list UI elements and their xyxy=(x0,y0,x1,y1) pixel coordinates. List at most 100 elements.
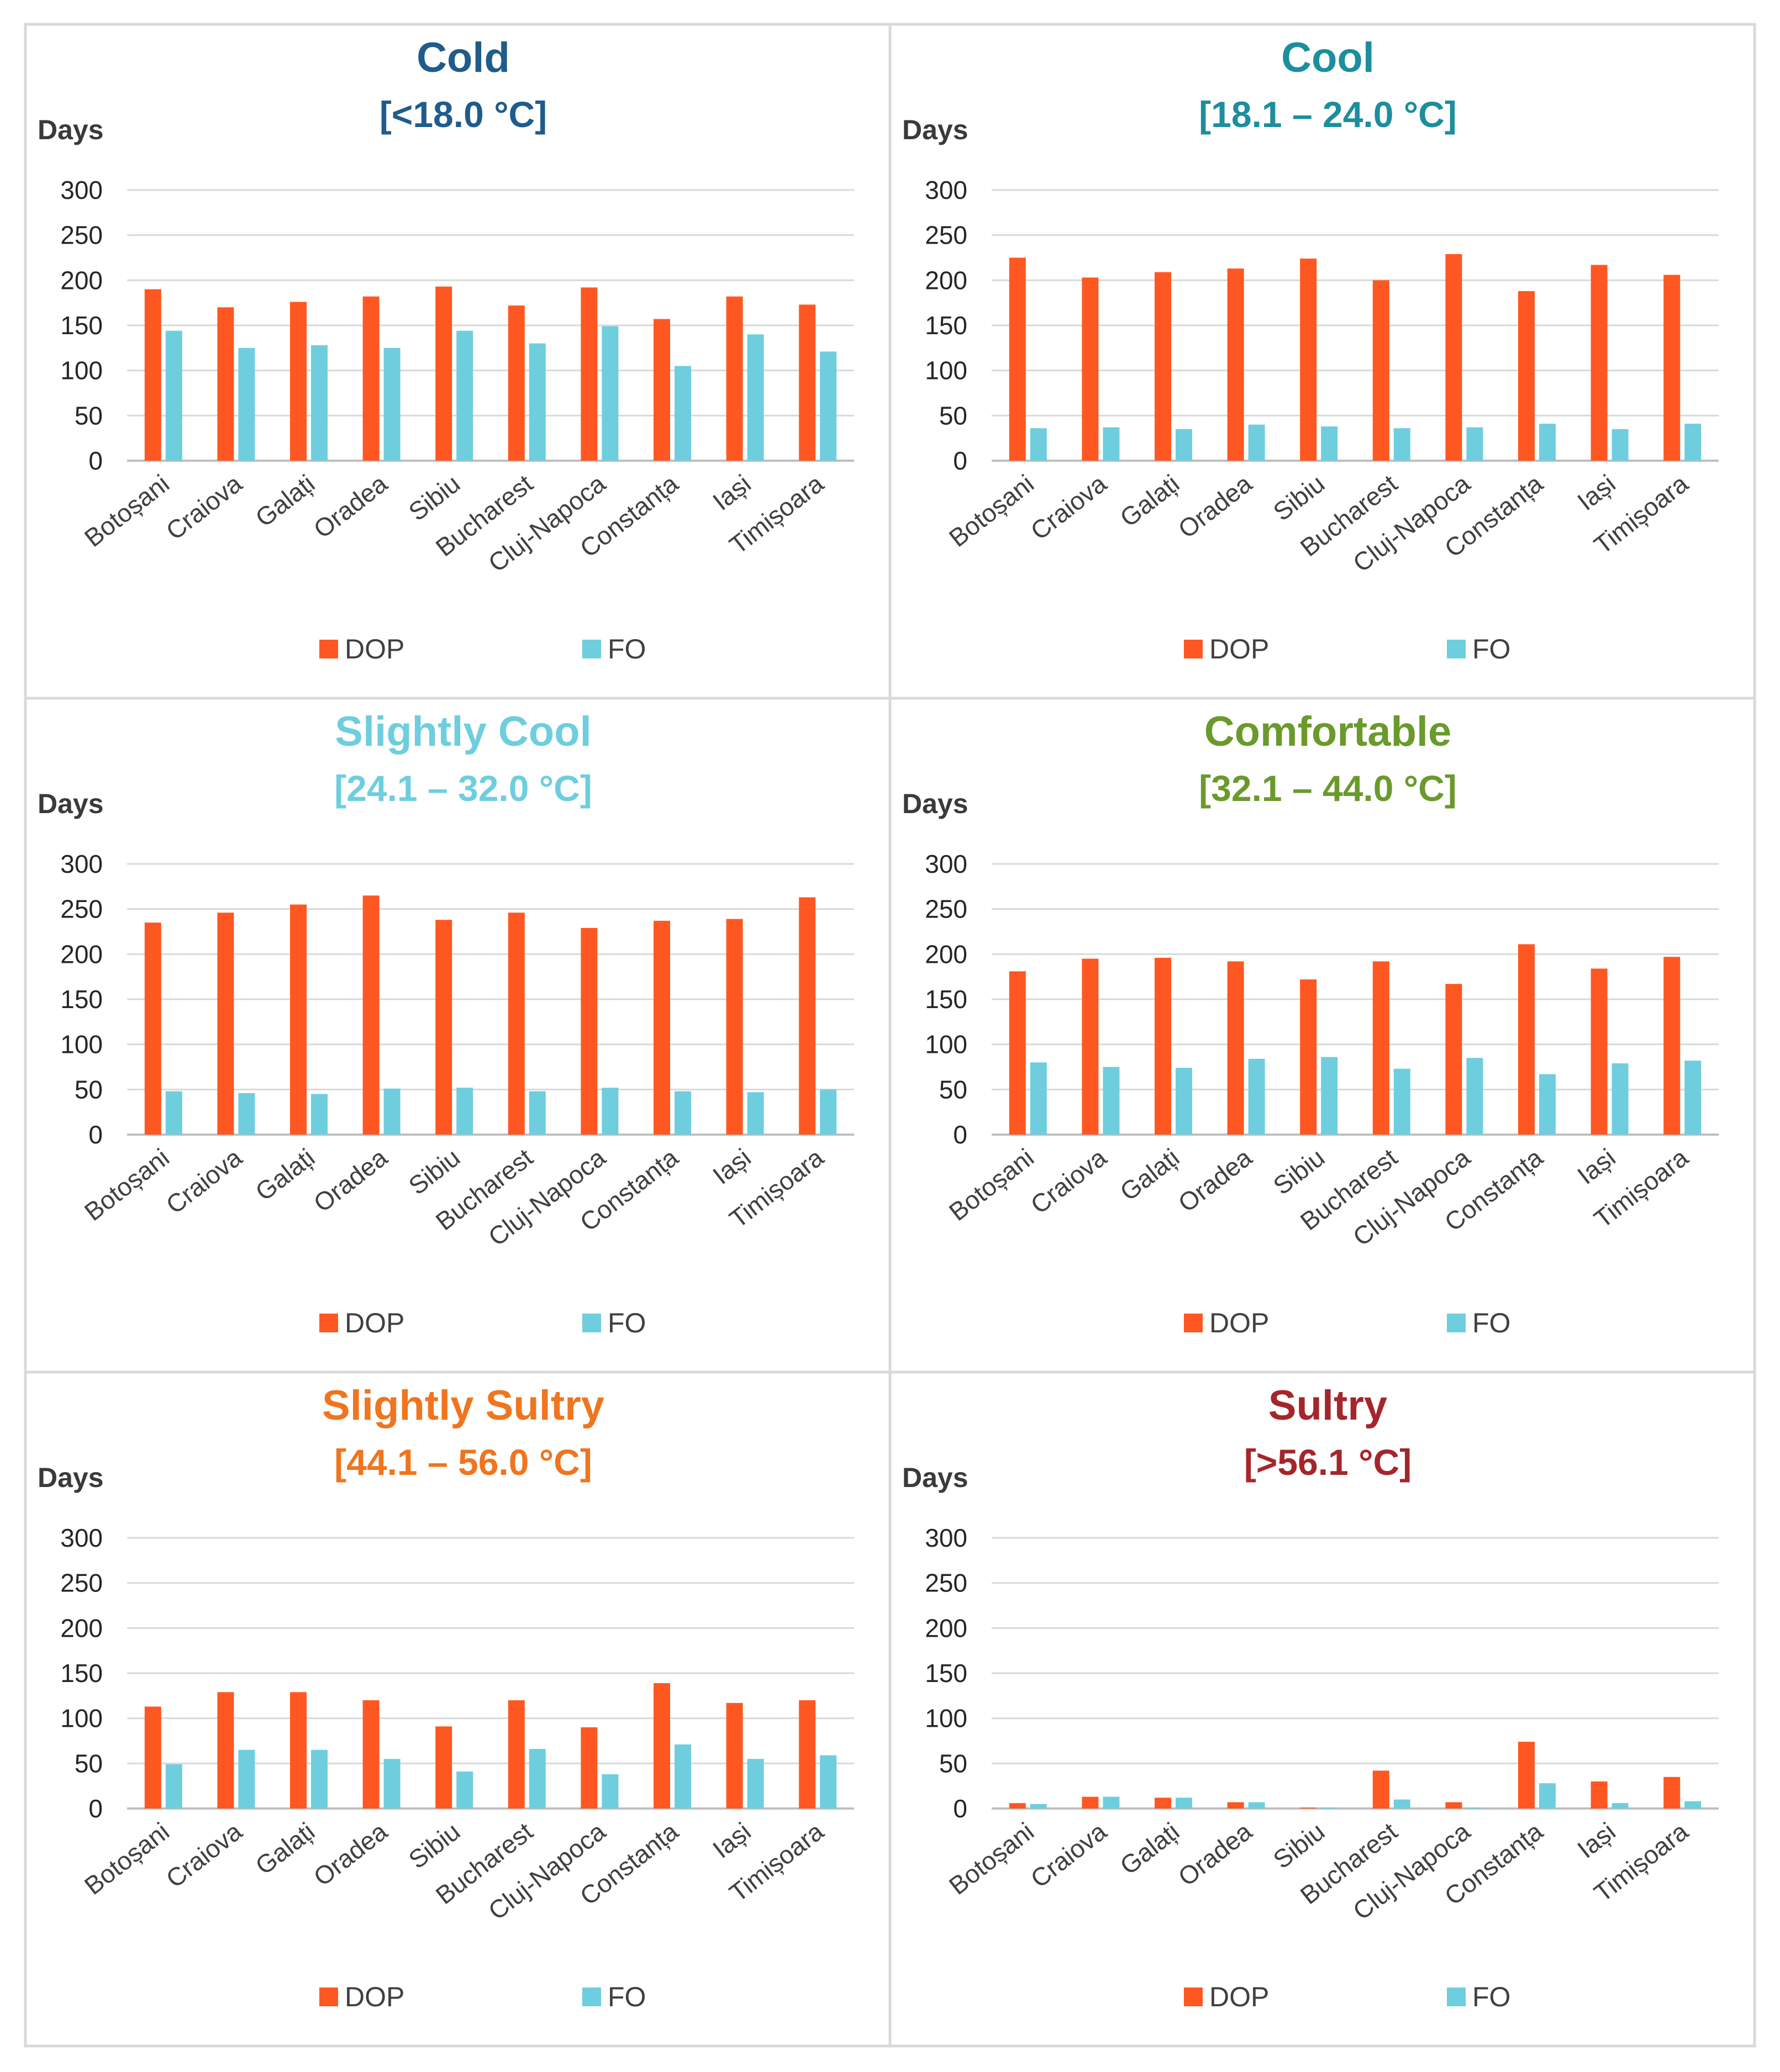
x-tick-label: Craiova xyxy=(161,1143,247,1220)
bar-dop xyxy=(290,1692,307,1809)
bar-dop xyxy=(654,920,670,1135)
y-tick-label: 0 xyxy=(88,1120,103,1149)
bar-dop xyxy=(799,1700,816,1809)
legend-label: DOP xyxy=(1209,634,1269,665)
y-tick-label: 100 xyxy=(925,1704,967,1733)
bar-fo xyxy=(1684,1801,1702,1809)
legend-label: FO xyxy=(608,634,646,665)
y-tick-label: 100 xyxy=(925,356,967,385)
bar-fo xyxy=(747,334,764,461)
bar-dop xyxy=(1300,1807,1317,1809)
x-tick-label: Sibiu xyxy=(403,469,466,526)
bar-fo xyxy=(456,1088,473,1135)
y-tick-label: 50 xyxy=(939,401,967,430)
bar-dop xyxy=(581,927,598,1135)
bar-dop xyxy=(508,305,525,461)
x-tick-label: Sibiu xyxy=(1268,1143,1330,1200)
bar-fo xyxy=(1612,1803,1629,1809)
y-tick-label: 50 xyxy=(939,1749,967,1778)
bar-dop xyxy=(362,296,380,461)
bar-fo xyxy=(1030,428,1047,461)
legend-label: FO xyxy=(1472,1307,1510,1338)
y-tick-label: 150 xyxy=(60,311,103,340)
y-tick-label: 250 xyxy=(925,221,967,250)
legend-label: FO xyxy=(608,1981,646,2012)
bar-fo xyxy=(820,1089,837,1135)
bar-fo xyxy=(383,347,401,461)
legend-label: DOP xyxy=(1209,1981,1269,2012)
bar-dop xyxy=(435,286,452,461)
bar-fo xyxy=(747,1759,764,1809)
bar-dop xyxy=(1518,944,1535,1135)
bar-fo xyxy=(820,351,837,461)
x-tick-label: Sibiu xyxy=(403,1143,466,1200)
bar-fo xyxy=(1248,424,1265,461)
chart-title: Slightly Cool xyxy=(335,708,591,755)
bar-dop xyxy=(1227,268,1244,461)
y-tick-label: 200 xyxy=(925,940,967,968)
x-tick-label: Botoșani xyxy=(944,1817,1039,1900)
y-tick-label: 0 xyxy=(953,446,967,475)
y-tick-label: 150 xyxy=(60,985,103,1014)
y-tick-label: 150 xyxy=(60,1659,103,1688)
bar-dop xyxy=(508,1700,525,1809)
bar-fo xyxy=(1684,424,1702,461)
y-tick-label: 0 xyxy=(953,1120,967,1149)
legend-swatch-fo xyxy=(582,640,601,658)
y-tick-label: 300 xyxy=(60,850,103,878)
bar-dop xyxy=(1155,957,1171,1135)
bar-dop xyxy=(144,922,161,1135)
chart-subtitle: [44.1 – 56.0 °C] xyxy=(334,1442,592,1483)
bar-fo xyxy=(165,330,182,461)
y-tick-label: 200 xyxy=(925,266,967,294)
panel-border xyxy=(888,1370,1756,2048)
bar-dop xyxy=(290,904,307,1135)
y-axis-label: Days xyxy=(902,788,968,819)
x-tick-label: Sibiu xyxy=(1268,1817,1330,1874)
y-tick-label: 50 xyxy=(939,1075,967,1104)
subtitle-unit: °C] xyxy=(1358,1442,1412,1483)
subtitle-range: [44.1 – 56.0 xyxy=(334,1442,539,1483)
bar-dop xyxy=(1009,1803,1026,1809)
bar-fo xyxy=(747,1092,764,1135)
bar-dop xyxy=(1372,280,1389,461)
bar-fo xyxy=(1684,1061,1702,1135)
y-tick-label: 250 xyxy=(60,1569,103,1598)
y-tick-label: 100 xyxy=(60,1030,103,1059)
bar-fo xyxy=(165,1091,182,1135)
chart-panel: Cold [<18.0 °C] Days 300 250 200 150 100 50 0Boto… xyxy=(24,23,892,700)
bar-dop xyxy=(1591,968,1608,1135)
bar-fo xyxy=(602,1088,619,1135)
subtitle-unit: °C] xyxy=(1404,768,1457,809)
legend-label: FO xyxy=(608,1307,646,1338)
bar-dop xyxy=(217,913,234,1135)
bar-fo xyxy=(529,1749,546,1809)
y-tick-label: 200 xyxy=(60,1614,103,1642)
y-tick-label: 100 xyxy=(925,1030,967,1059)
y-axis-label: Days xyxy=(38,1462,104,1493)
chart-panel: Cool [18.1 – 24.0 °C] Days 300 250 200 150 100 5… xyxy=(888,23,1756,700)
bar-dop xyxy=(1663,275,1681,461)
bar-dop xyxy=(1591,265,1608,461)
x-tick-label: Botoșani xyxy=(79,1817,175,1900)
y-axis-label: Days xyxy=(902,114,968,145)
bar-dop xyxy=(217,1692,234,1809)
legend-swatch-fo xyxy=(1447,640,1466,658)
bar-fo xyxy=(1466,1058,1483,1135)
bar-fo xyxy=(1248,1058,1265,1135)
y-tick-label: 250 xyxy=(60,895,103,924)
bar-dop xyxy=(1082,958,1099,1135)
bar-fo xyxy=(675,1744,691,1809)
legend-swatch-dop xyxy=(1184,1987,1203,2006)
chart-subtitle: [24.1 – 32.0 °C] xyxy=(334,768,592,809)
bar-fo xyxy=(1030,1062,1047,1135)
x-tick-label: Oradea xyxy=(1173,469,1257,544)
subtitle-range: [>56.1 xyxy=(1244,1442,1358,1483)
subtitle-range: [24.1 – 32.0 xyxy=(334,768,539,809)
x-tick-label: Oradea xyxy=(308,469,393,544)
bar-fo xyxy=(165,1764,182,1809)
bar-fo xyxy=(529,1091,546,1135)
x-tick-label: Craiova xyxy=(1025,469,1112,546)
chart-title: Cold xyxy=(417,34,510,81)
